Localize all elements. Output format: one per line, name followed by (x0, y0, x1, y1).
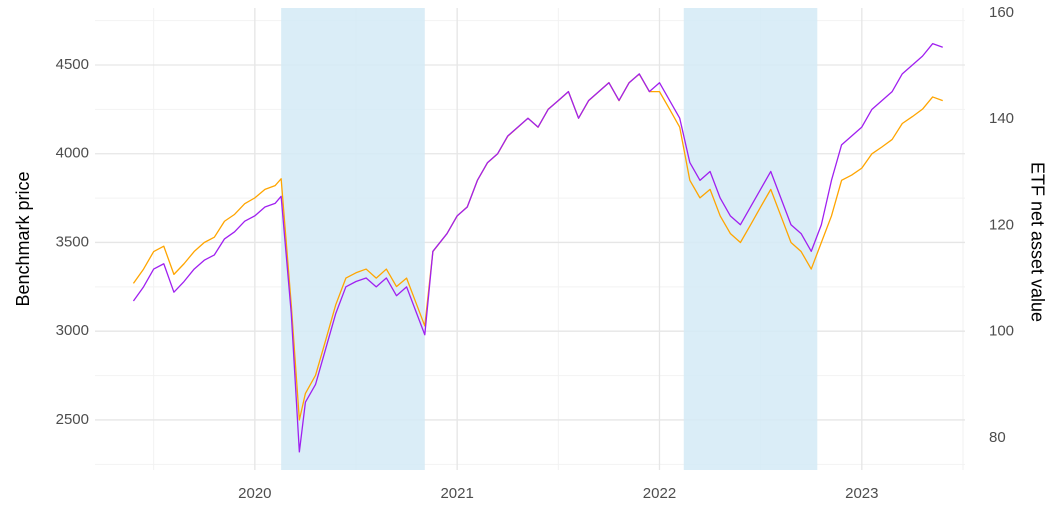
x-tick-label: 2020 (238, 485, 271, 502)
shaded-region (281, 8, 425, 470)
x-tick-label: 2022 (643, 485, 676, 502)
y2-tick-label: 160 (989, 4, 1014, 21)
y-tick-label: 3500 (56, 233, 89, 250)
y-tick-label: 4000 (56, 145, 89, 162)
shaded-region (683, 8, 818, 470)
x-tick-label: 2023 (845, 485, 878, 502)
y2-axis-title: ETF net asset value (1027, 162, 1047, 322)
x-tick-label: 2021 (440, 485, 473, 502)
y-tick-label: 3000 (56, 322, 89, 339)
y2-tick-label: 80 (989, 429, 1006, 446)
y2-tick-label: 120 (989, 216, 1014, 233)
series-line (132, 43, 943, 453)
y-axis-title: Benchmark price (13, 171, 33, 306)
y-tick-label: 4500 (56, 56, 89, 73)
y2-tick-label: 100 (989, 323, 1014, 340)
y2-tick-label: 140 (989, 110, 1014, 127)
y-tick-label: 2500 (56, 411, 89, 428)
